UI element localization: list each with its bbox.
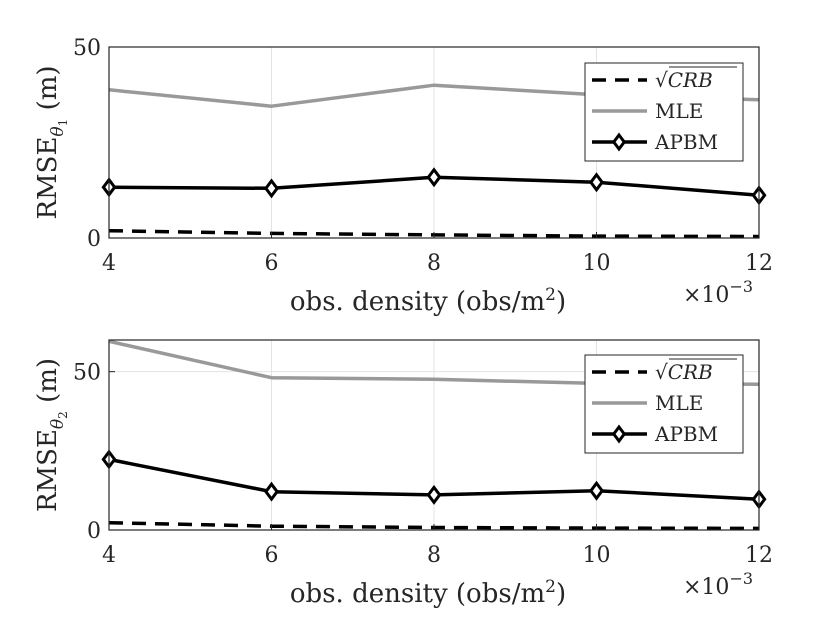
x-tick-label: 8 bbox=[427, 543, 441, 568]
y-axis-label: RMSEθ1 (m) bbox=[33, 65, 70, 219]
x-axis-label: obs. density (obs/m2) bbox=[290, 285, 566, 317]
x-axis-label: obs. density (obs/m2) bbox=[290, 577, 566, 609]
legend-marker bbox=[611, 132, 627, 152]
x-multiplier: ×10−3 bbox=[683, 277, 753, 308]
data-point-marker bbox=[426, 167, 442, 188]
data-point-marker bbox=[589, 172, 604, 193]
x-tick-label: 12 bbox=[745, 251, 773, 276]
legend-label: APBM bbox=[654, 422, 718, 446]
data-point-marker bbox=[264, 178, 279, 199]
y-tick-label: 0 bbox=[87, 519, 101, 544]
chart-panel-1: 4 6 8 10 12 0 50 ×10−3 obs. density (obs/m2) RMSE… bbox=[33, 36, 773, 317]
legend-label: √CRB bbox=[655, 360, 713, 384]
x-tick-label: 10 bbox=[583, 251, 611, 276]
legend-label: APBM bbox=[654, 130, 718, 154]
x-tick-label: 4 bbox=[102, 543, 116, 568]
x-multiplier: ×10−3 bbox=[683, 569, 753, 600]
data-point-marker bbox=[589, 480, 604, 501]
data-point-marker bbox=[264, 481, 279, 502]
x-tick-label: 6 bbox=[265, 543, 279, 568]
x-tick-label: 6 bbox=[265, 251, 279, 276]
x-tick-label: 8 bbox=[427, 251, 441, 276]
chart-panel-2: 4 6 8 10 12 0 50 ×10−3 obs. density (obs/m2) RMSE… bbox=[33, 339, 773, 609]
x-tick-label: 10 bbox=[583, 543, 611, 568]
y-tick-label: 50 bbox=[73, 36, 101, 61]
legend-marker bbox=[611, 424, 627, 444]
legend-label: √CRB bbox=[655, 68, 713, 92]
legend-label: MLE bbox=[655, 391, 703, 415]
x-tick-label: 4 bbox=[102, 251, 116, 276]
x-tick-label: 12 bbox=[745, 543, 773, 568]
legend: √CRB MLE APBM bbox=[584, 354, 744, 454]
x-multiplier-exponent: −3 bbox=[729, 277, 753, 296]
y-tick-label: 50 bbox=[73, 361, 101, 386]
y-axis-label: RMSEθ2 (m) bbox=[33, 358, 70, 512]
data-point-marker bbox=[426, 484, 442, 505]
x-multiplier-exponent: −3 bbox=[729, 569, 753, 588]
legend: √CRB MLE APBM bbox=[584, 62, 744, 162]
y-tick-label: 0 bbox=[87, 227, 101, 252]
legend-label: MLE bbox=[655, 99, 703, 123]
